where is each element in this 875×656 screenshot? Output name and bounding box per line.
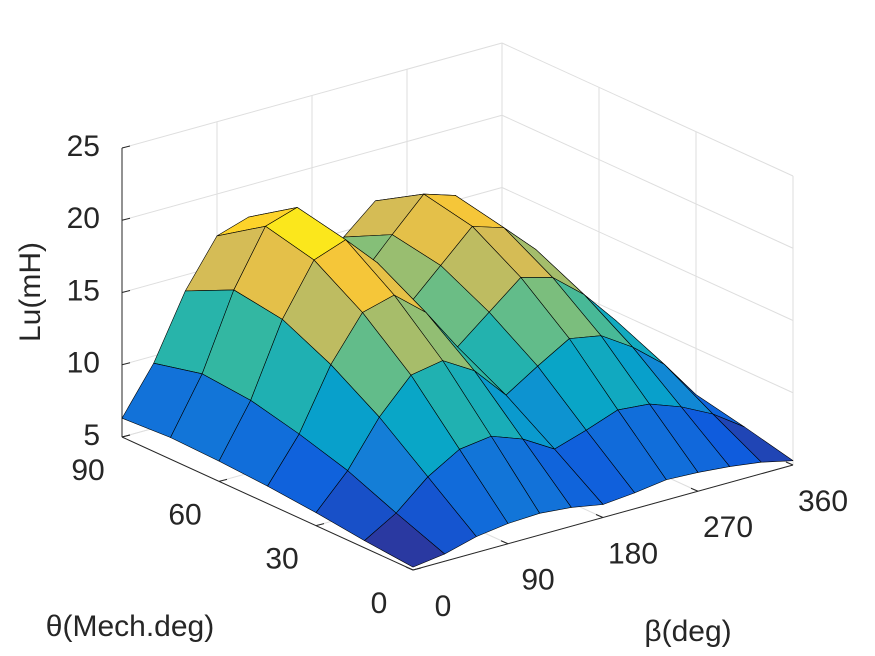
x-tick-label: 0: [435, 590, 452, 623]
x-tick: [690, 487, 699, 492]
x-tick-label: 270: [703, 511, 753, 544]
z-tick-label: 20: [67, 202, 100, 235]
x-tick: [405, 566, 414, 571]
grid-line: [121, 114, 503, 221]
x-axis-label: β(deg): [644, 615, 731, 648]
z-tick: [121, 217, 131, 221]
x-tick: [595, 514, 604, 518]
z-tick: [121, 362, 131, 366]
grid-line: [501, 187, 794, 321]
z-axis-label: Lu(mH): [14, 242, 47, 342]
z-tick: [121, 290, 131, 293]
grid-line: [501, 42, 794, 177]
y-axis-label: θ(Mech.deg): [46, 610, 214, 643]
grid-line: [121, 42, 503, 149]
y-axis: [121, 436, 414, 571]
surface-patch: [364, 512, 445, 568]
x-tick-label: 90: [521, 564, 554, 597]
x-tick: [785, 461, 794, 466]
grid-line: [501, 114, 794, 249]
y-tick: [315, 523, 325, 527]
y-tick: [412, 567, 422, 571]
y-tick: [218, 478, 228, 482]
z-tick-label: 25: [67, 130, 100, 163]
y-tick-label: 90: [71, 454, 104, 487]
surface: [121, 193, 794, 568]
x-tick: [500, 540, 509, 545]
y-tick-label: 60: [168, 498, 201, 531]
y-tick-label: 30: [265, 543, 298, 576]
x-tick-label: 180: [608, 537, 658, 570]
z-tick-label: 10: [67, 347, 100, 380]
z-tick-label: 15: [67, 274, 100, 307]
y-tick-label: 0: [371, 587, 388, 620]
z-tick: [121, 145, 131, 149]
y-tick: [121, 434, 131, 438]
z-tick-label: 5: [83, 419, 100, 452]
x-tick-label: 360: [798, 485, 848, 518]
